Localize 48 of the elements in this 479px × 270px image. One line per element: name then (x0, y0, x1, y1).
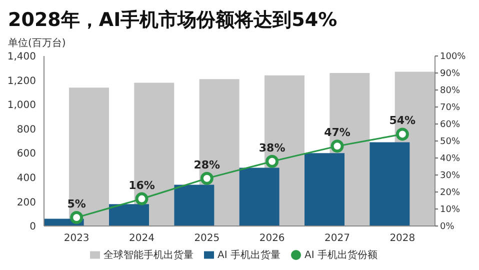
y2-tick-label: 20% (440, 188, 460, 198)
data-label: 47% (324, 126, 350, 140)
y2-tick-label: 0% (440, 222, 455, 232)
bar (370, 142, 410, 226)
x-tick-label: 2023 (64, 233, 90, 244)
y-tick-label: 1,400 (7, 52, 36, 63)
x-tick-label: 2028 (390, 233, 416, 244)
y2-tick-label: 100% (440, 52, 466, 62)
y-tick-label: 400 (16, 172, 36, 184)
y2-tick-label: 40% (440, 154, 460, 164)
x-tick-label: 2026 (259, 233, 285, 244)
y2-tick-label: 80% (440, 86, 460, 96)
y2-tick-label: 10% (440, 205, 460, 216)
y-tick-label: 1,200 (7, 76, 36, 87)
bar (109, 204, 149, 226)
legend-label: 全球智能手机出货量 (104, 250, 194, 261)
data-label: 28% (194, 158, 220, 172)
y2-tick-label: 50% (440, 137, 460, 148)
bar (304, 153, 344, 226)
x-tick-label: 2025 (194, 233, 220, 244)
bar (239, 168, 280, 226)
point (70, 211, 84, 224)
y2-tick-label: 70% (440, 103, 460, 114)
y-tick-label: 600 (16, 148, 36, 160)
y-tick-label: 1,000 (7, 100, 36, 112)
legend-label: AI 手机出货量 (218, 250, 280, 261)
bar (69, 88, 109, 226)
bar (174, 184, 214, 226)
y2-tick-label: 30% (440, 171, 460, 182)
data-label: 5% (67, 198, 86, 210)
y-axis-title: 单位(百万台) (8, 36, 67, 50)
point (330, 140, 344, 153)
data-label: 54% (389, 114, 416, 128)
point (200, 172, 214, 185)
point (396, 128, 409, 141)
x-tick-label: 2024 (129, 233, 154, 244)
y-tick-label: 0 (30, 222, 36, 233)
point (266, 154, 279, 168)
chart-title: 2028年，AI手机市场份额将达到54% (8, 8, 338, 32)
data-label: 38% (258, 141, 286, 154)
legend-label: AI 手机出货份额 (304, 250, 378, 261)
point (135, 192, 148, 206)
y2-tick-label: 60% (440, 120, 460, 130)
data-label: 16% (128, 178, 155, 192)
y-tick-label: 800 (16, 124, 36, 136)
x-tick-label: 2027 (324, 233, 350, 244)
y2-tick-label: 90% (440, 69, 460, 80)
y-tick-label: 200 (16, 197, 36, 208)
